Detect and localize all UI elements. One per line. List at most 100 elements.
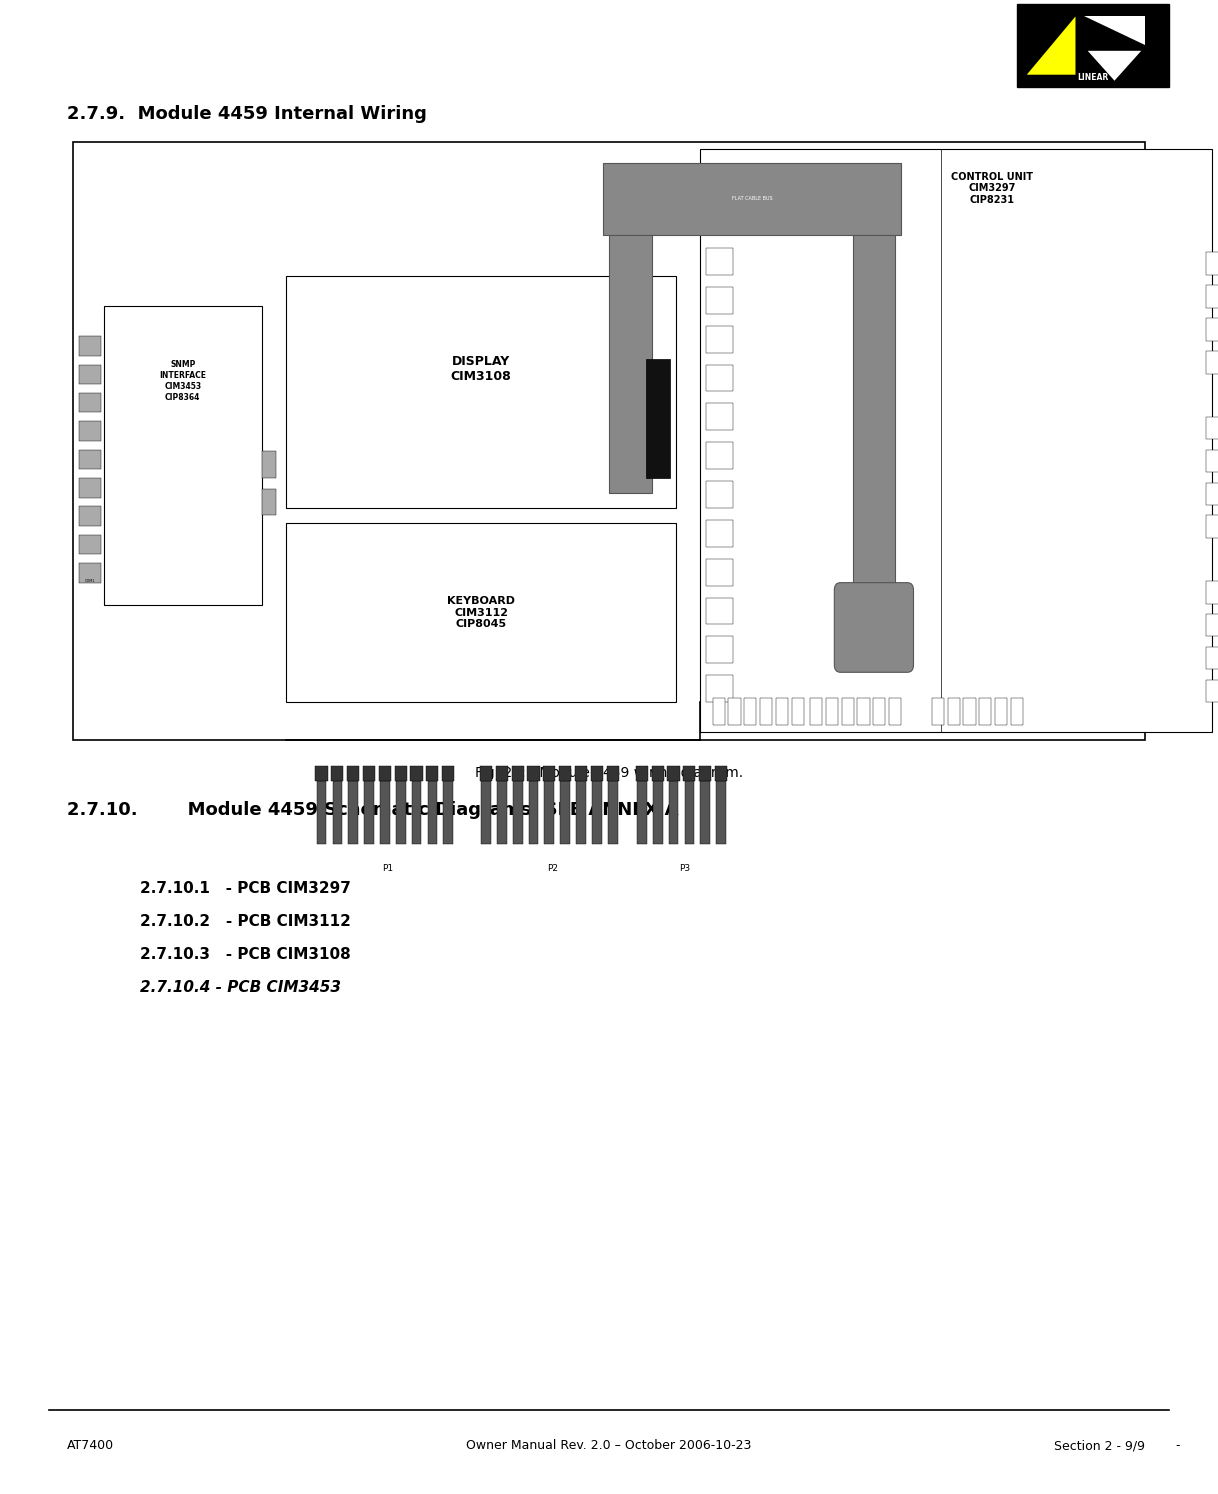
Bar [497, 781, 507, 844]
Text: 2.7.10.        Module 4459 Schematic Diagrams: SEE ANNEX A: 2.7.10. Module 4459 Schematic Diagrams: … [67, 801, 678, 819]
Bar [592, 781, 602, 844]
Bar [760, 698, 772, 725]
Bar [79, 563, 101, 583]
Polygon shape [1027, 16, 1075, 75]
Bar [853, 235, 895, 635]
Bar [480, 766, 492, 781]
Bar [700, 781, 710, 844]
Bar [363, 766, 375, 781]
Bar [603, 163, 901, 235]
Bar [513, 781, 523, 844]
Bar [653, 781, 663, 844]
Bar [333, 781, 342, 844]
Text: 2.7.9.  Module 4459 Internal Wiring: 2.7.9. Module 4459 Internal Wiring [67, 105, 426, 123]
Bar [79, 535, 101, 554]
Bar [79, 365, 101, 384]
Text: CONTROL UNIT
CIM3297
CIP8231: CONTROL UNIT CIM3297 CIP8231 [951, 172, 1033, 205]
Bar [380, 781, 390, 844]
Bar [527, 766, 540, 781]
Text: Fig. 29: - Module 4459 wiring diagram.: Fig. 29: - Module 4459 wiring diagram. [475, 766, 743, 780]
Text: 2.7.10.1   - PCB CIM3297: 2.7.10.1 - PCB CIM3297 [140, 881, 351, 896]
Bar [315, 766, 328, 781]
Bar [1206, 417, 1218, 439]
Text: P1: P1 [382, 864, 393, 872]
Text: KEYBOARD
CIM3112
CIP8045: KEYBOARD CIM3112 CIP8045 [447, 596, 515, 629]
Bar [706, 287, 733, 314]
Bar [706, 248, 733, 275]
Bar [286, 276, 676, 508]
Bar [348, 781, 358, 844]
Bar [1206, 680, 1218, 702]
Bar [544, 781, 554, 844]
Text: COM1: COM1 [85, 578, 95, 583]
Text: DISPLAY
CIM3108: DISPLAY CIM3108 [451, 356, 512, 382]
Bar [652, 766, 664, 781]
Bar [262, 489, 276, 515]
Bar [1206, 483, 1218, 505]
Bar [873, 698, 885, 725]
Bar [412, 781, 421, 844]
Bar [1206, 647, 1218, 669]
Bar [1017, 4, 1169, 87]
Bar [995, 698, 1007, 725]
Bar [512, 766, 524, 781]
Bar [426, 766, 438, 781]
FancyBboxPatch shape [834, 583, 914, 672]
Bar [543, 766, 555, 781]
Bar [1206, 581, 1218, 604]
Text: SNMP
INTERFACE
CIM3453
CIP8364: SNMP INTERFACE CIM3453 CIP8364 [160, 360, 206, 402]
Bar [1206, 614, 1218, 636]
Bar [79, 450, 101, 469]
Bar [1206, 285, 1218, 308]
Bar [607, 766, 619, 781]
Text: FLAT CABLE BUS: FLAT CABLE BUS [732, 196, 772, 202]
Bar [262, 451, 276, 478]
Bar [667, 766, 680, 781]
Bar [716, 781, 726, 844]
Text: LINEAR: LINEAR [1078, 73, 1108, 82]
Bar [857, 698, 870, 725]
Bar [979, 698, 991, 725]
Bar [826, 698, 838, 725]
Bar [576, 781, 586, 844]
Bar [706, 675, 733, 702]
Text: 2.7.10.4 - PCB CIM3453: 2.7.10.4 - PCB CIM3453 [140, 980, 341, 995]
Bar [364, 781, 374, 844]
Polygon shape [1084, 16, 1145, 45]
Text: P2: P2 [547, 864, 558, 872]
Bar [347, 766, 359, 781]
Text: Owner Manual Rev. 2.0 – October 2006-10-23: Owner Manual Rev. 2.0 – October 2006-10-… [466, 1439, 752, 1452]
Bar [79, 478, 101, 498]
Bar [410, 766, 423, 781]
Bar [713, 698, 725, 725]
Bar [700, 149, 1212, 732]
Bar [792, 698, 804, 725]
Bar [715, 766, 727, 781]
Bar [575, 766, 587, 781]
Bar [443, 781, 453, 844]
Bar [706, 403, 733, 430]
Text: AT7400: AT7400 [67, 1439, 114, 1452]
Bar [79, 421, 101, 441]
Bar [706, 559, 733, 586]
Text: P3: P3 [678, 864, 691, 872]
Bar [1206, 450, 1218, 472]
Bar [560, 781, 570, 844]
Bar [529, 781, 538, 844]
Bar [559, 766, 571, 781]
Bar [728, 698, 741, 725]
Bar [669, 781, 678, 844]
Bar [608, 781, 618, 844]
Bar [706, 636, 733, 663]
Bar [1206, 318, 1218, 341]
Bar [331, 766, 343, 781]
Bar [646, 359, 670, 478]
Text: 2.7.10.3   - PCB CIM3108: 2.7.10.3 - PCB CIM3108 [140, 947, 351, 962]
Bar [1206, 252, 1218, 275]
Bar [932, 698, 944, 725]
Bar [706, 326, 733, 353]
Text: Section 2 - 9/9: Section 2 - 9/9 [1054, 1439, 1145, 1452]
Bar [1206, 515, 1218, 538]
Bar [1206, 351, 1218, 374]
Bar [810, 698, 822, 725]
